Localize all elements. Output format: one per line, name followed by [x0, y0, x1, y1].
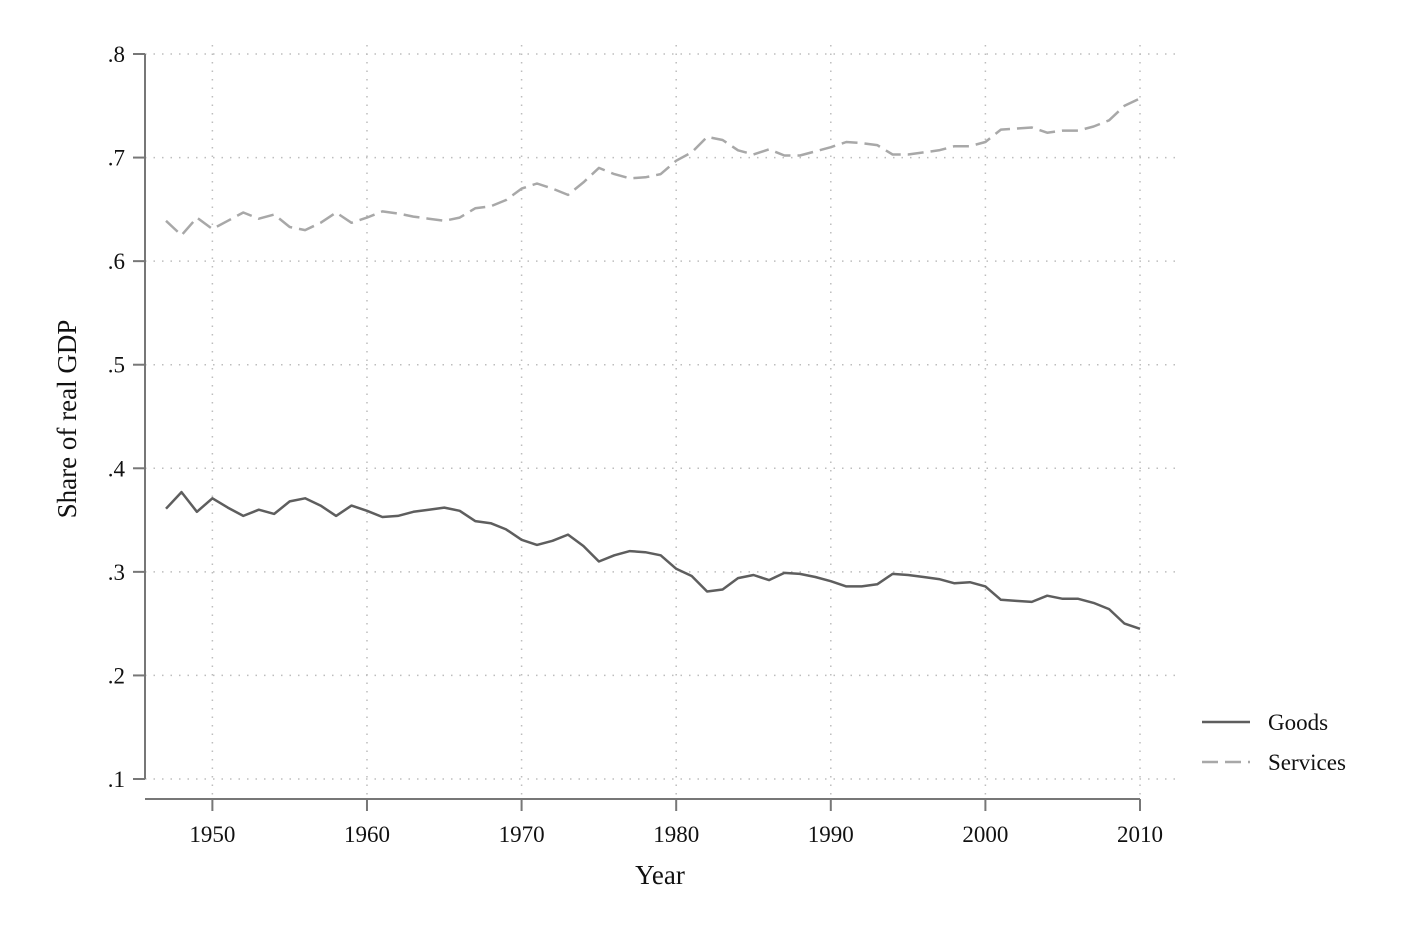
legend: Goods Services [1202, 710, 1346, 775]
series-line-goods [165, 490, 1141, 630]
y-tick-label: .5 [108, 353, 125, 378]
legend-label-goods: Goods [1268, 710, 1328, 735]
y-tick-label: .8 [108, 42, 125, 67]
x-axis-title: Year [635, 860, 685, 890]
x-axis-ticks: 1950 1960 1970 1980 1990 2000 2010 [189, 799, 1163, 847]
x-tick-label: 2000 [962, 822, 1008, 847]
legend-label-services: Services [1268, 750, 1346, 775]
y-tick-label: .4 [108, 456, 126, 481]
y-tick-label: .6 [108, 249, 125, 274]
x-tick-label: 1970 [499, 822, 545, 847]
series-line-services [165, 97, 1141, 237]
x-tick-label: 1960 [344, 822, 390, 847]
data-series [165, 97, 1141, 630]
y-axis-ticks: .1 .2 .3 .4 .5 .6 .7 .8 [108, 42, 145, 792]
y-tick-label: .7 [108, 146, 125, 171]
gridlines [145, 45, 1178, 799]
y-axis-title: Share of real GDP [52, 320, 82, 519]
y-tick-label: .3 [108, 560, 125, 585]
axes [144, 54, 1140, 800]
x-tick-label: 1980 [653, 822, 699, 847]
y-tick-label: .2 [108, 663, 125, 688]
x-tick-label: 1990 [808, 822, 854, 847]
x-tick-label: 1950 [189, 822, 235, 847]
y-tick-label: .1 [108, 767, 125, 792]
x-tick-label: 2010 [1117, 822, 1163, 847]
